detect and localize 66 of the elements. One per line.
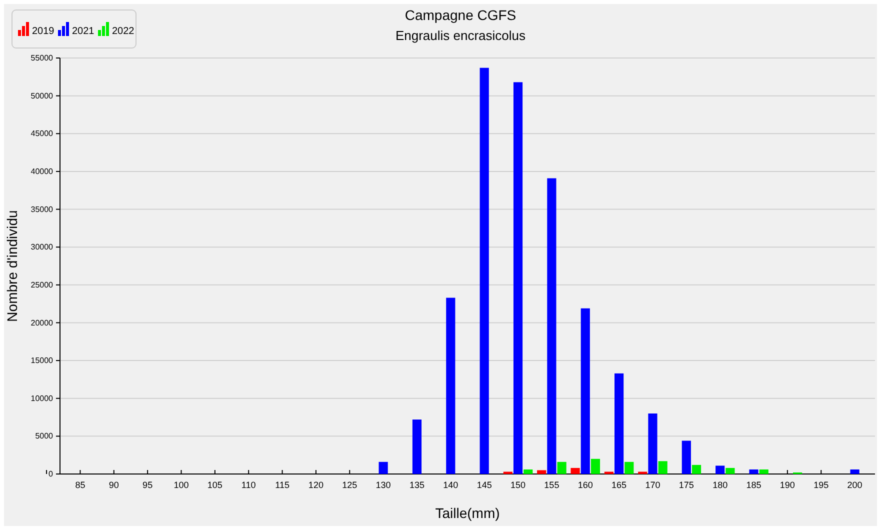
bar [726,468,735,474]
y-tick-label: 30000 [30,242,54,252]
bar [570,468,580,474]
bar [480,68,489,474]
bar [850,469,860,474]
legend-label: 2019 [32,26,55,37]
x-tick-label: 115 [275,480,290,490]
x-tick-label: 190 [780,480,795,490]
x-tick-label: 175 [678,480,694,490]
x-tick-label: 120 [308,480,324,490]
bar [614,373,624,474]
y-tick-label: 10000 [30,394,54,403]
bar [378,462,388,474]
x-tick-label: 140 [443,480,458,490]
x-tick-label: 165 [612,480,627,490]
x-tick-label: 135 [409,480,424,490]
bar [749,469,758,474]
x-tick-label: 95 [142,480,153,490]
x-tick-label: 125 [342,480,358,490]
legend-label: 2021 [72,26,95,37]
bar [557,462,566,474]
x-tick-label: 105 [207,480,222,490]
bar [692,464,702,474]
x-tick-label: 200 [847,480,862,490]
x-tick-label: 110 [241,480,256,490]
bar [537,470,546,474]
bar [412,420,422,474]
x-tick-label: 85 [75,480,86,490]
x-tick-label: 195 [814,480,829,490]
y-tick-label: 40000 [30,167,54,176]
bar [446,298,456,474]
y-tick-label: 5000 [35,432,54,441]
x-tick-label: 100 [174,480,189,490]
y-tick-label: 15000 [30,356,54,366]
x-axis-title: Taille(mm) [435,505,500,521]
bar [580,308,590,474]
bar [682,440,691,474]
x-tick-label: 160 [578,480,593,490]
x-tick-label: 90 [108,480,119,490]
bar [524,469,533,474]
bar [590,458,600,474]
x-tick-label: 150 [510,480,526,490]
y-tick-label: 45000 [30,129,54,138]
chart-subtitle: Engraulis encrasicolus [395,28,526,43]
bar [716,466,725,474]
x-tick-label: 145 [476,480,492,490]
x-tick-label: 130 [376,480,391,490]
y-tick-label: 50000 [30,91,54,100]
bar [658,461,668,474]
bar [648,413,658,474]
bar [547,178,556,474]
y-tick-label: 0 [48,470,54,479]
y-axis-title: Nombre d'individu [4,210,20,322]
bar [759,469,768,474]
bar [624,462,634,474]
x-tick-label: 180 [712,480,728,490]
y-tick-label: 20000 [30,318,54,328]
y-tick-label: 25000 [30,280,54,290]
x-tick-label: 185 [746,480,762,490]
chart-title: Campagne CGFS [404,7,516,23]
y-tick-label: 55000 [30,54,54,63]
bar [513,82,523,474]
y-tick-label: 35000 [30,204,54,214]
x-tick-label: 155 [544,480,560,490]
x-tick-label: 170 [645,480,660,490]
legend-label: 2022 [112,26,135,37]
